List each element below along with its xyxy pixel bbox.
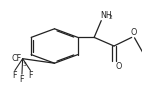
Text: CF: CF [12, 54, 22, 63]
Text: O: O [131, 28, 137, 37]
Text: O: O [116, 62, 122, 71]
Text: F: F [20, 75, 24, 84]
Text: 3: 3 [22, 62, 26, 67]
Text: F: F [13, 71, 17, 80]
Text: F: F [28, 71, 33, 80]
Text: NH: NH [101, 11, 112, 20]
Text: 2: 2 [109, 15, 113, 20]
